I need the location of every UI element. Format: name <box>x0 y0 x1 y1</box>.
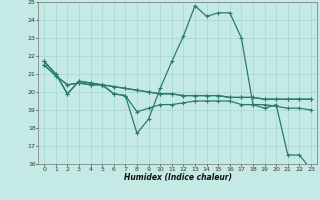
X-axis label: Humidex (Indice chaleur): Humidex (Indice chaleur) <box>124 173 232 182</box>
